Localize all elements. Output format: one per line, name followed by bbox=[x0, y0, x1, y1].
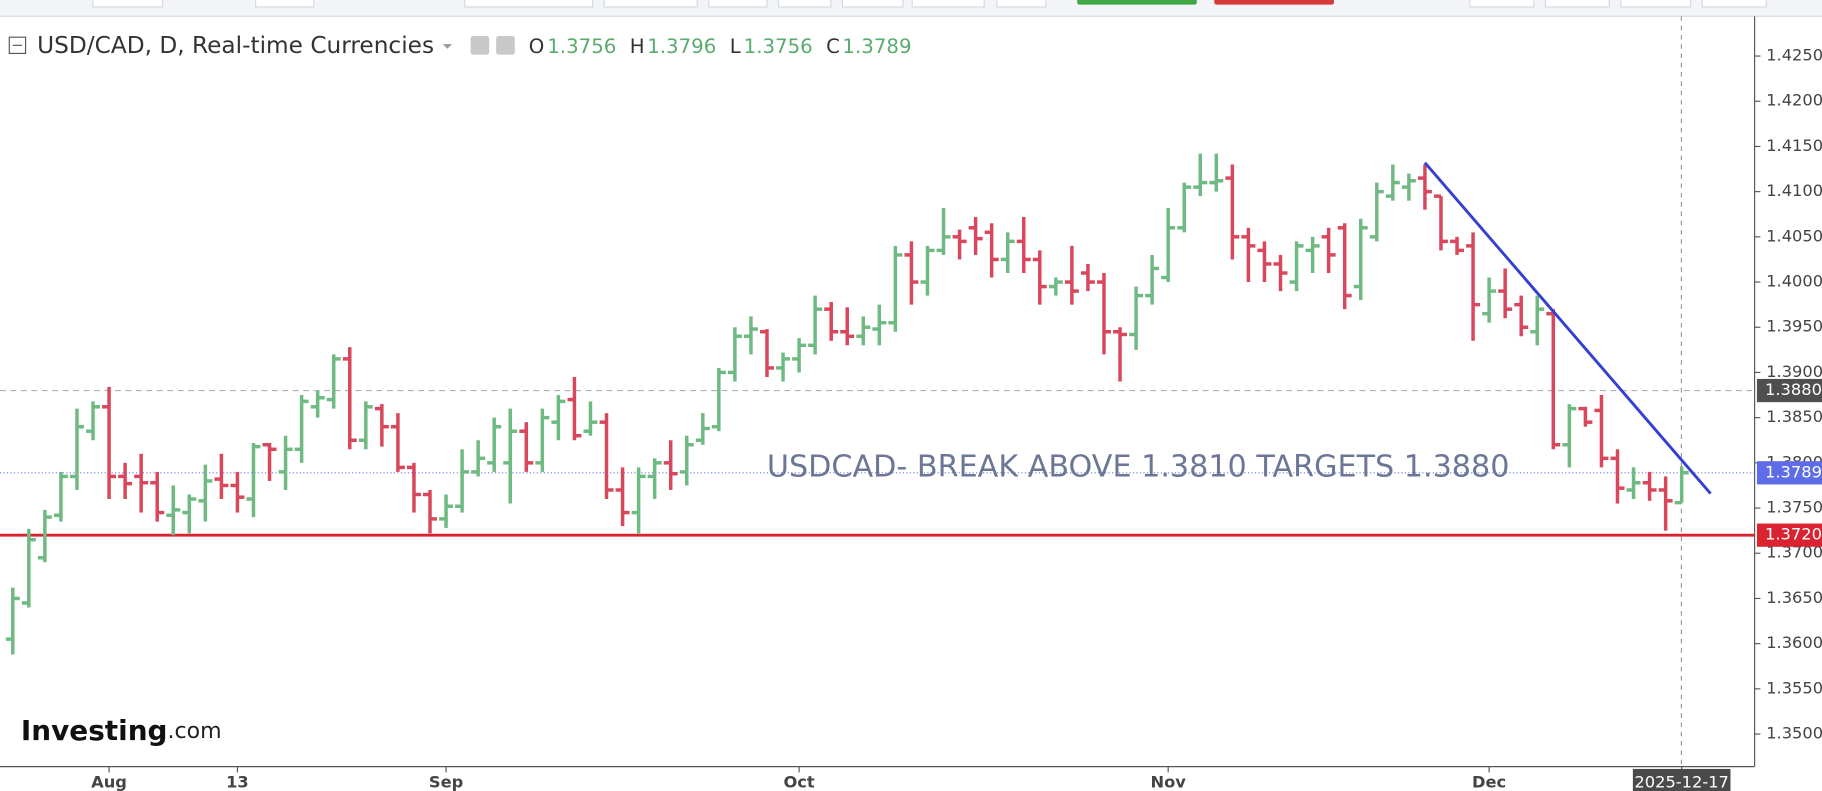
toolbar-button[interactable] bbox=[92, 0, 164, 8]
x-tick-label: Aug bbox=[91, 772, 127, 791]
toolbar-button[interactable] bbox=[841, 0, 904, 8]
buy-button[interactable] bbox=[1077, 0, 1197, 5]
annotation: USDCAD- BREAK ABOVE 1.3810 TARGETS 1.388… bbox=[767, 450, 1510, 485]
y-tick-label: 1.4200 bbox=[1766, 91, 1822, 110]
y-tick-label: 1.3500 bbox=[1766, 724, 1822, 743]
readout-label: L bbox=[730, 35, 741, 58]
sell-button[interactable] bbox=[1214, 0, 1334, 5]
toolbar-buttons bbox=[92, 0, 1767, 8]
toolbar-button[interactable] bbox=[1620, 0, 1692, 8]
toolbar-button[interactable] bbox=[1544, 0, 1610, 8]
price-tag-label: 1.3720 bbox=[1765, 525, 1822, 544]
y-tick-label: 1.3700 bbox=[1766, 543, 1822, 562]
y-tick-label: 1.4000 bbox=[1766, 272, 1822, 291]
toolbar-button[interactable] bbox=[911, 0, 985, 8]
y-tick-label: 1.4150 bbox=[1766, 136, 1822, 155]
y-tick-label: 1.3850 bbox=[1766, 407, 1822, 426]
x-tick-label: Oct bbox=[783, 772, 814, 791]
settings-icon[interactable] bbox=[496, 36, 515, 55]
y-tick-label: 1.3600 bbox=[1766, 633, 1822, 652]
visibility-icon[interactable] bbox=[470, 36, 490, 55]
watermark-brand: Investing bbox=[21, 714, 168, 747]
ohlc-readout: O 1.3756 H 1.3796 L 1.3756 C 1.3789 bbox=[529, 35, 912, 58]
price-tag-label: 1.3880 bbox=[1765, 380, 1822, 399]
readout-label: O bbox=[529, 35, 545, 58]
toolbar-button[interactable] bbox=[777, 0, 832, 8]
readout-value: 1.3796 bbox=[647, 35, 716, 58]
x-tick-label: Dec bbox=[1472, 772, 1506, 791]
price-tag bbox=[1756, 378, 1822, 403]
price-tag bbox=[1756, 461, 1822, 485]
watermark: Investing.com bbox=[21, 714, 222, 747]
watermark-suffix: .com bbox=[168, 719, 222, 744]
x-tick-label: 13 bbox=[226, 772, 249, 791]
readout-value: 1.3789 bbox=[842, 35, 911, 58]
y-tick-label: 1.3650 bbox=[1766, 588, 1822, 607]
chart-title: USD/CAD, D, Real-time Currencies bbox=[37, 32, 434, 59]
toolbar-button[interactable] bbox=[1469, 0, 1535, 8]
y-tick-label: 1.3950 bbox=[1766, 317, 1822, 336]
plot-area bbox=[0, 153, 1755, 655]
collapse-icon[interactable] bbox=[8, 36, 27, 55]
x-tick-label: 2025-12-17 bbox=[1634, 772, 1728, 791]
price-tag bbox=[1756, 523, 1822, 547]
readout-label: C bbox=[826, 35, 840, 58]
toolbar-button[interactable] bbox=[708, 0, 768, 8]
toolbar-button[interactable] bbox=[464, 0, 594, 8]
y-tick-label: 1.4050 bbox=[1766, 226, 1822, 245]
toolbar-button[interactable] bbox=[603, 0, 698, 8]
x-tick-tag bbox=[1632, 768, 1731, 791]
x-tick-label: Sep bbox=[429, 772, 463, 791]
x-tick-label: Nov bbox=[1150, 772, 1186, 791]
y-tick-label: 1.3550 bbox=[1766, 678, 1822, 697]
y-tick-label: 1.4250 bbox=[1766, 46, 1822, 65]
toolbar-button[interactable] bbox=[996, 0, 1047, 8]
dropdown-caret[interactable] bbox=[442, 44, 453, 49]
readout-value: 1.3756 bbox=[547, 35, 616, 58]
y-tick-label: 1.3750 bbox=[1766, 498, 1822, 517]
readout-value: 1.3756 bbox=[744, 35, 813, 58]
trendline bbox=[1423, 161, 1712, 495]
readout-label: H bbox=[630, 35, 645, 58]
y-tick-label: 1.4100 bbox=[1766, 181, 1822, 200]
price-tag-label: 1.3789 bbox=[1765, 462, 1822, 481]
toolbar-button[interactable] bbox=[1701, 0, 1767, 8]
toolbar bbox=[0, 0, 1822, 17]
toolbar-button[interactable] bbox=[255, 0, 315, 8]
y-tick-label: 1.3900 bbox=[1766, 362, 1822, 381]
